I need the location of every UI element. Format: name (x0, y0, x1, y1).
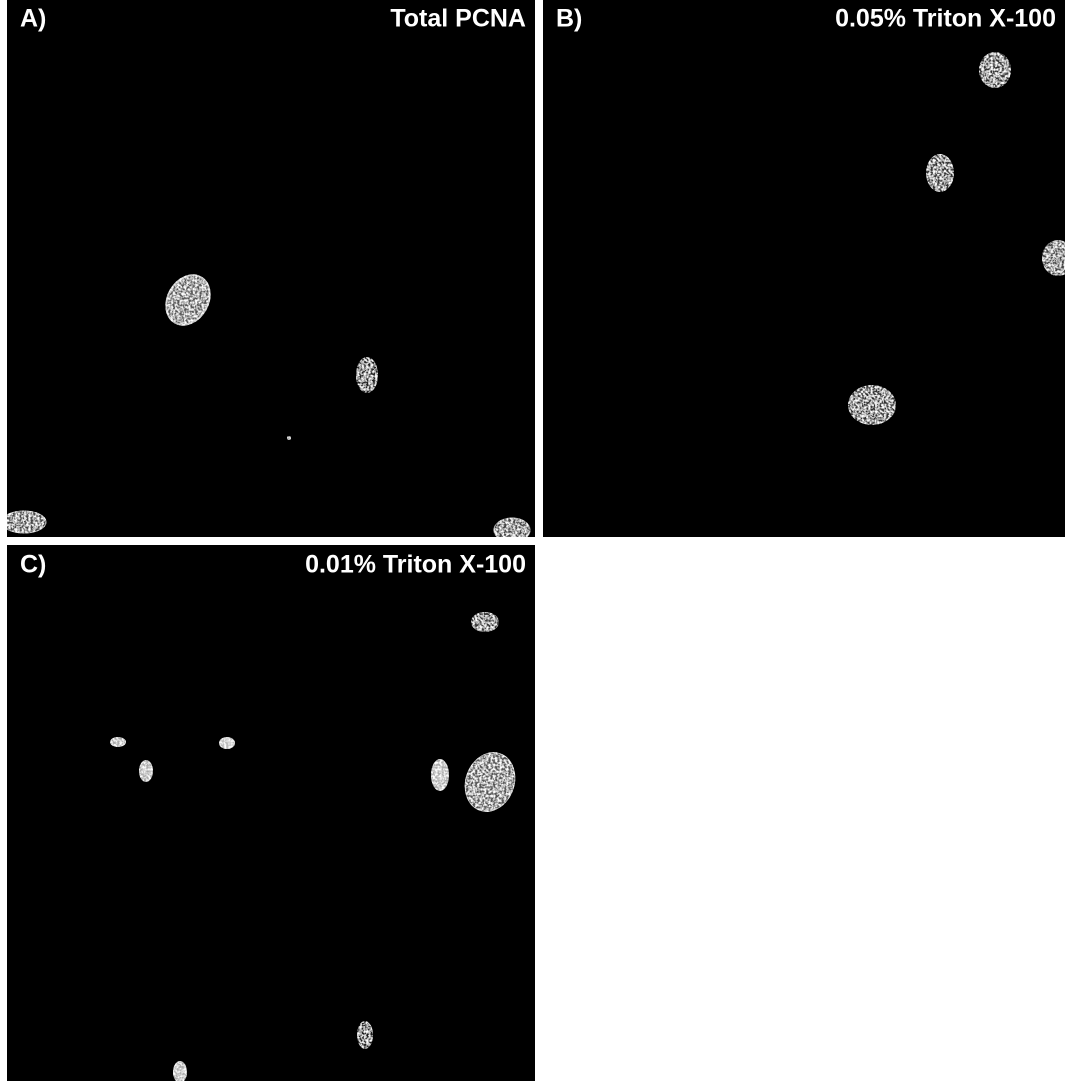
panel-c: C) 0.01% Triton X-100 (7, 545, 535, 1081)
cell (357, 1021, 373, 1049)
page: A) Total PCNA B) 0.05% Triton X-100 C) 0… (0, 0, 1065, 1081)
panel-letter: A) (20, 5, 46, 33)
image-a (7, 0, 535, 537)
panel-b: B) 0.05% Triton X-100 (543, 0, 1065, 537)
panel-letter: C) (20, 551, 46, 579)
cell (431, 759, 449, 791)
figure: A) Total PCNA B) 0.05% Triton X-100 C) 0… (0, 0, 1065, 1081)
cell (848, 385, 896, 425)
image-c (7, 545, 535, 1081)
cell (2, 511, 46, 533)
cell (471, 612, 499, 632)
panel-letter: B) (556, 5, 582, 33)
cell (139, 760, 153, 782)
cell (356, 357, 378, 393)
cell (494, 518, 530, 542)
panel-a: A) Total PCNA (2, 0, 535, 542)
panel-title: 0.01% Triton X-100 (305, 551, 526, 579)
panel-title: Total PCNA (390, 5, 526, 33)
cell (110, 737, 126, 747)
cell (979, 52, 1011, 88)
cell (219, 737, 235, 749)
cell (287, 436, 291, 440)
cell (926, 154, 954, 192)
panel-title: 0.05% Triton X-100 (835, 5, 1056, 33)
